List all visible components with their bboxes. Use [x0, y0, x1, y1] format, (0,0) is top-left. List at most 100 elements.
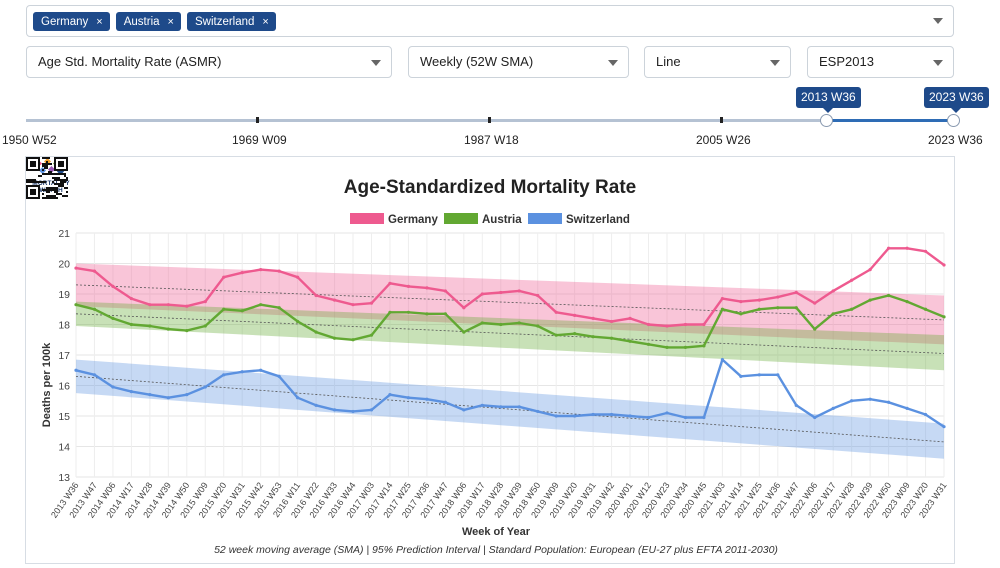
- data-point-switzerland[interactable]: [314, 403, 318, 407]
- data-point-austria[interactable]: [868, 298, 872, 302]
- data-point-germany[interactable]: [591, 316, 595, 320]
- data-point-austria[interactable]: [296, 319, 300, 324]
- data-point-switzerland[interactable]: [757, 373, 761, 377]
- data-point-germany[interactable]: [720, 296, 724, 301]
- data-point-austria[interactable]: [886, 293, 891, 298]
- remove-austria-icon[interactable]: ×: [167, 15, 174, 28]
- data-point-switzerland[interactable]: [369, 408, 374, 412]
- data-point-austria[interactable]: [443, 312, 447, 316]
- slider-end-handle[interactable]: [947, 114, 960, 127]
- data-point-germany[interactable]: [369, 301, 374, 305]
- data-point-germany[interactable]: [277, 269, 281, 273]
- data-point-germany[interactable]: [646, 322, 651, 327]
- data-point-austria[interactable]: [74, 303, 78, 307]
- data-point-switzerland[interactable]: [499, 405, 503, 409]
- legend-label-austria[interactable]: Austria: [482, 214, 522, 226]
- data-point-switzerland[interactable]: [203, 385, 207, 389]
- data-point-germany[interactable]: [702, 322, 706, 327]
- data-point-austria[interactable]: [591, 335, 595, 339]
- data-point-switzerland[interactable]: [332, 408, 337, 412]
- data-point-germany[interactable]: [886, 246, 891, 250]
- data-point-austria[interactable]: [129, 322, 134, 327]
- data-point-switzerland[interactable]: [923, 412, 928, 417]
- data-point-switzerland[interactable]: [425, 397, 429, 401]
- period-select[interactable]: Weekly (52W SMA): [408, 46, 629, 78]
- data-point-austria[interactable]: [757, 307, 761, 311]
- chevron-down-icon[interactable]: [933, 18, 943, 24]
- data-point-switzerland[interactable]: [886, 400, 891, 404]
- data-point-switzerland[interactable]: [296, 396, 300, 400]
- data-point-switzerland[interactable]: [573, 414, 577, 418]
- data-point-austria[interactable]: [702, 344, 706, 348]
- data-point-switzerland[interactable]: [462, 408, 466, 412]
- data-point-germany[interactable]: [129, 296, 134, 301]
- data-point-germany[interactable]: [111, 284, 115, 288]
- data-point-austria[interactable]: [683, 345, 688, 349]
- data-point-austria[interactable]: [813, 327, 817, 331]
- data-point-germany[interactable]: [425, 286, 429, 290]
- data-point-switzerland[interactable]: [166, 396, 170, 400]
- data-point-germany[interactable]: [628, 316, 632, 320]
- data-point-switzerland[interactable]: [683, 415, 688, 420]
- chart-type-select[interactable]: Line: [644, 46, 791, 78]
- data-point-austria[interactable]: [776, 306, 780, 310]
- data-point-switzerland[interactable]: [480, 403, 484, 407]
- data-point-switzerland[interactable]: [720, 357, 724, 362]
- data-point-austria[interactable]: [351, 338, 355, 342]
- data-point-austria[interactable]: [536, 324, 540, 328]
- data-point-austria[interactable]: [388, 310, 392, 314]
- data-point-austria[interactable]: [720, 307, 724, 311]
- data-point-austria[interactable]: [314, 330, 318, 334]
- data-point-austria[interactable]: [905, 300, 909, 304]
- data-point-germany[interactable]: [554, 310, 558, 314]
- data-point-germany[interactable]: [240, 271, 244, 275]
- data-point-austria[interactable]: [554, 333, 558, 337]
- data-point-austria[interactable]: [739, 312, 743, 316]
- data-point-germany[interactable]: [480, 292, 484, 296]
- data-point-austria[interactable]: [499, 322, 503, 327]
- data-point-germany[interactable]: [868, 268, 872, 272]
- data-point-austria[interactable]: [517, 321, 521, 325]
- data-point-switzerland[interactable]: [240, 370, 244, 374]
- data-point-germany[interactable]: [166, 303, 170, 307]
- data-point-switzerland[interactable]: [942, 425, 946, 429]
- data-point-switzerland[interactable]: [443, 400, 447, 404]
- data-point-switzerland[interactable]: [739, 374, 743, 378]
- data-point-germany[interactable]: [259, 268, 263, 272]
- data-point-switzerland[interactable]: [129, 390, 134, 394]
- data-point-germany[interactable]: [203, 300, 207, 304]
- data-point-switzerland[interactable]: [776, 373, 780, 377]
- data-point-germany[interactable]: [850, 278, 854, 282]
- legend-label-switzerland[interactable]: Switzerland: [566, 214, 630, 226]
- data-point-switzerland[interactable]: [277, 374, 281, 378]
- data-point-switzerland[interactable]: [831, 406, 835, 410]
- data-point-germany[interactable]: [332, 298, 337, 302]
- data-point-austria[interactable]: [609, 336, 614, 340]
- data-point-switzerland[interactable]: [388, 393, 392, 397]
- data-point-austria[interactable]: [185, 329, 189, 333]
- data-point-germany[interactable]: [813, 301, 817, 305]
- data-point-austria[interactable]: [222, 307, 226, 311]
- data-point-germany[interactable]: [314, 293, 318, 298]
- data-point-austria[interactable]: [406, 310, 411, 314]
- data-point-germany[interactable]: [499, 290, 503, 295]
- country-multiselect[interactable]: Germany × Austria × Switzerland ×: [26, 5, 954, 37]
- series-line-austria[interactable]: [75, 294, 945, 349]
- data-point-germany[interactable]: [757, 298, 761, 302]
- data-point-austria[interactable]: [425, 312, 429, 316]
- data-point-austria[interactable]: [203, 324, 207, 328]
- data-point-germany[interactable]: [794, 290, 798, 295]
- data-point-switzerland[interactable]: [794, 403, 798, 407]
- data-point-austria[interactable]: [111, 316, 115, 320]
- data-point-austria[interactable]: [646, 342, 651, 346]
- data-point-austria[interactable]: [480, 321, 484, 325]
- data-point-austria[interactable]: [166, 327, 170, 331]
- data-point-germany[interactable]: [74, 266, 78, 270]
- data-point-germany[interactable]: [351, 303, 355, 307]
- data-point-switzerland[interactable]: [665, 411, 669, 415]
- standard-population-select[interactable]: ESP2013: [807, 46, 954, 78]
- data-point-austria[interactable]: [148, 324, 152, 328]
- data-point-germany[interactable]: [923, 249, 928, 253]
- remove-germany-icon[interactable]: ×: [96, 15, 103, 28]
- data-point-austria[interactable]: [831, 312, 835, 316]
